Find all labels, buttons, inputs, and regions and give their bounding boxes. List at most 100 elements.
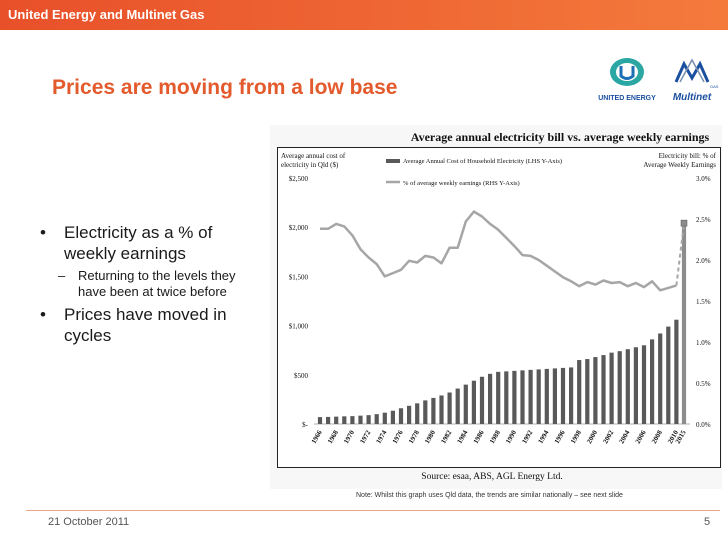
bullet-list: • Electricity as a % of weekly earnings –… — [38, 222, 238, 346]
chart-title: Average annual electricity bill vs. aver… — [411, 130, 710, 144]
bar — [398, 408, 404, 424]
bar — [544, 368, 549, 424]
bar — [471, 380, 476, 424]
legend-bar-swatch — [386, 159, 400, 163]
bar — [585, 359, 590, 424]
x-tick-label: 2004 — [618, 429, 632, 446]
bar — [374, 414, 379, 424]
bar — [382, 412, 387, 424]
bar — [447, 392, 452, 424]
x-tick-label: 2000 — [585, 429, 599, 446]
slide-title: Prices are moving from a low base — [52, 76, 398, 99]
x-tick-label: 2006 — [634, 429, 648, 446]
header-bar: United Energy and Multinet Gas — [0, 0, 728, 30]
bar — [358, 415, 363, 424]
bar — [463, 384, 468, 424]
left-axis-label: electricity in Qld ($) — [281, 161, 339, 169]
bar — [326, 416, 331, 424]
x-tick-label: 1968 — [326, 429, 340, 446]
bar — [350, 416, 355, 424]
bar — [681, 222, 687, 424]
x-tick-label: 1986 — [472, 429, 486, 446]
united-energy-logo-text: UNITED ENERGY — [598, 95, 656, 102]
x-tick-label: 1996 — [553, 429, 567, 446]
y-left-tick-label: $1,500 — [289, 273, 309, 281]
right-axis-label: Electricity bill: % of — [659, 152, 717, 160]
bar — [455, 388, 460, 424]
y-right-tick-label: 2.5% — [696, 216, 711, 224]
multinet-logo-text: Multinet — [673, 92, 712, 103]
chart-note: Note: Whilst this graph uses Qld data, t… — [356, 492, 623, 499]
x-tick-label: 1984 — [456, 429, 470, 446]
x-tick-label: 1992 — [520, 429, 534, 446]
x-tick-label: 1982 — [439, 429, 453, 446]
bar — [641, 345, 647, 424]
bar — [423, 400, 428, 424]
earnings-percent-line — [320, 210, 677, 292]
bar — [366, 415, 371, 424]
footer-date: 21 October 2011 — [48, 516, 130, 528]
bar — [577, 360, 582, 424]
bar — [528, 369, 533, 424]
bar — [674, 319, 679, 424]
x-tick-label: 1970 — [342, 429, 356, 446]
earnings-percent-projection — [675, 222, 685, 286]
chart-source: Source: esaa, ABS, AGL Energy Ltd. — [421, 472, 562, 482]
bar — [390, 410, 395, 424]
x-tick-label: 1972 — [358, 429, 372, 446]
bar — [415, 403, 420, 424]
x-tick-label: 1966 — [310, 429, 324, 446]
bar — [488, 373, 493, 424]
y-left-tick-label: $2,000 — [289, 224, 309, 232]
y-left-tick-label: $- — [302, 421, 309, 429]
bar — [552, 368, 557, 424]
bar — [520, 370, 525, 424]
x-tick-label: 2002 — [601, 429, 615, 446]
bar — [512, 370, 517, 424]
bar — [593, 357, 598, 424]
y-left-tick-label: $2,500 — [289, 175, 309, 183]
bar — [633, 347, 638, 424]
x-tick-label: 1994 — [537, 429, 551, 446]
legend-bar-label: Average Annual Cost of Household Electri… — [403, 158, 562, 165]
y-right-tick-label: 3.0% — [696, 175, 711, 183]
bullet-text: Prices have moved in cycles — [64, 305, 227, 345]
bar — [617, 351, 622, 424]
x-tick-label: 1978 — [407, 429, 421, 446]
footer-divider — [26, 510, 720, 511]
x-tick-label: 1988 — [488, 429, 502, 446]
bar — [479, 376, 485, 424]
y-left-tick-label: $500 — [294, 372, 309, 380]
y-right-tick-label: 1.0% — [696, 339, 711, 347]
bullet-text: Electricity as a % of weekly earnings — [64, 223, 213, 263]
y-right-tick-label: 1.5% — [696, 298, 711, 306]
bar — [342, 416, 347, 424]
bar — [560, 367, 566, 424]
bar — [504, 371, 509, 424]
bullet-item: • Prices have moved in cycles — [40, 305, 227, 345]
y-left-tick-label: $1,000 — [289, 323, 309, 331]
x-tick-label: 1980 — [423, 429, 437, 446]
bar — [334, 416, 339, 424]
sub-bullet-text: Returning to the levels they have been a… — [78, 268, 236, 299]
legend-line-label: % of average weekly earnings (RHS Y-Axis… — [403, 180, 520, 187]
x-tick-label: 1976 — [391, 429, 405, 446]
projection-marker — [680, 219, 688, 227]
x-tick-label: 1990 — [504, 429, 518, 446]
page-number: 5 — [704, 516, 711, 528]
y-right-tick-label: 0.5% — [696, 380, 711, 388]
bar — [431, 397, 436, 424]
bar — [407, 405, 412, 424]
bar — [658, 333, 663, 424]
header-title: United Energy and Multinet Gas — [8, 7, 205, 22]
sub-bullet-item: – Returning to the levels they have been … — [58, 268, 236, 299]
x-tick-label: 2008 — [650, 429, 664, 446]
left-axis-label: Average annual cost of — [281, 152, 346, 160]
x-tick-label: 1974 — [375, 429, 389, 446]
bar — [317, 417, 323, 424]
right-axis-label: Average Weekly Earnings — [643, 161, 716, 169]
y-right-tick-label: 0.0% — [696, 421, 711, 429]
bar — [601, 355, 606, 424]
bar — [439, 395, 444, 424]
